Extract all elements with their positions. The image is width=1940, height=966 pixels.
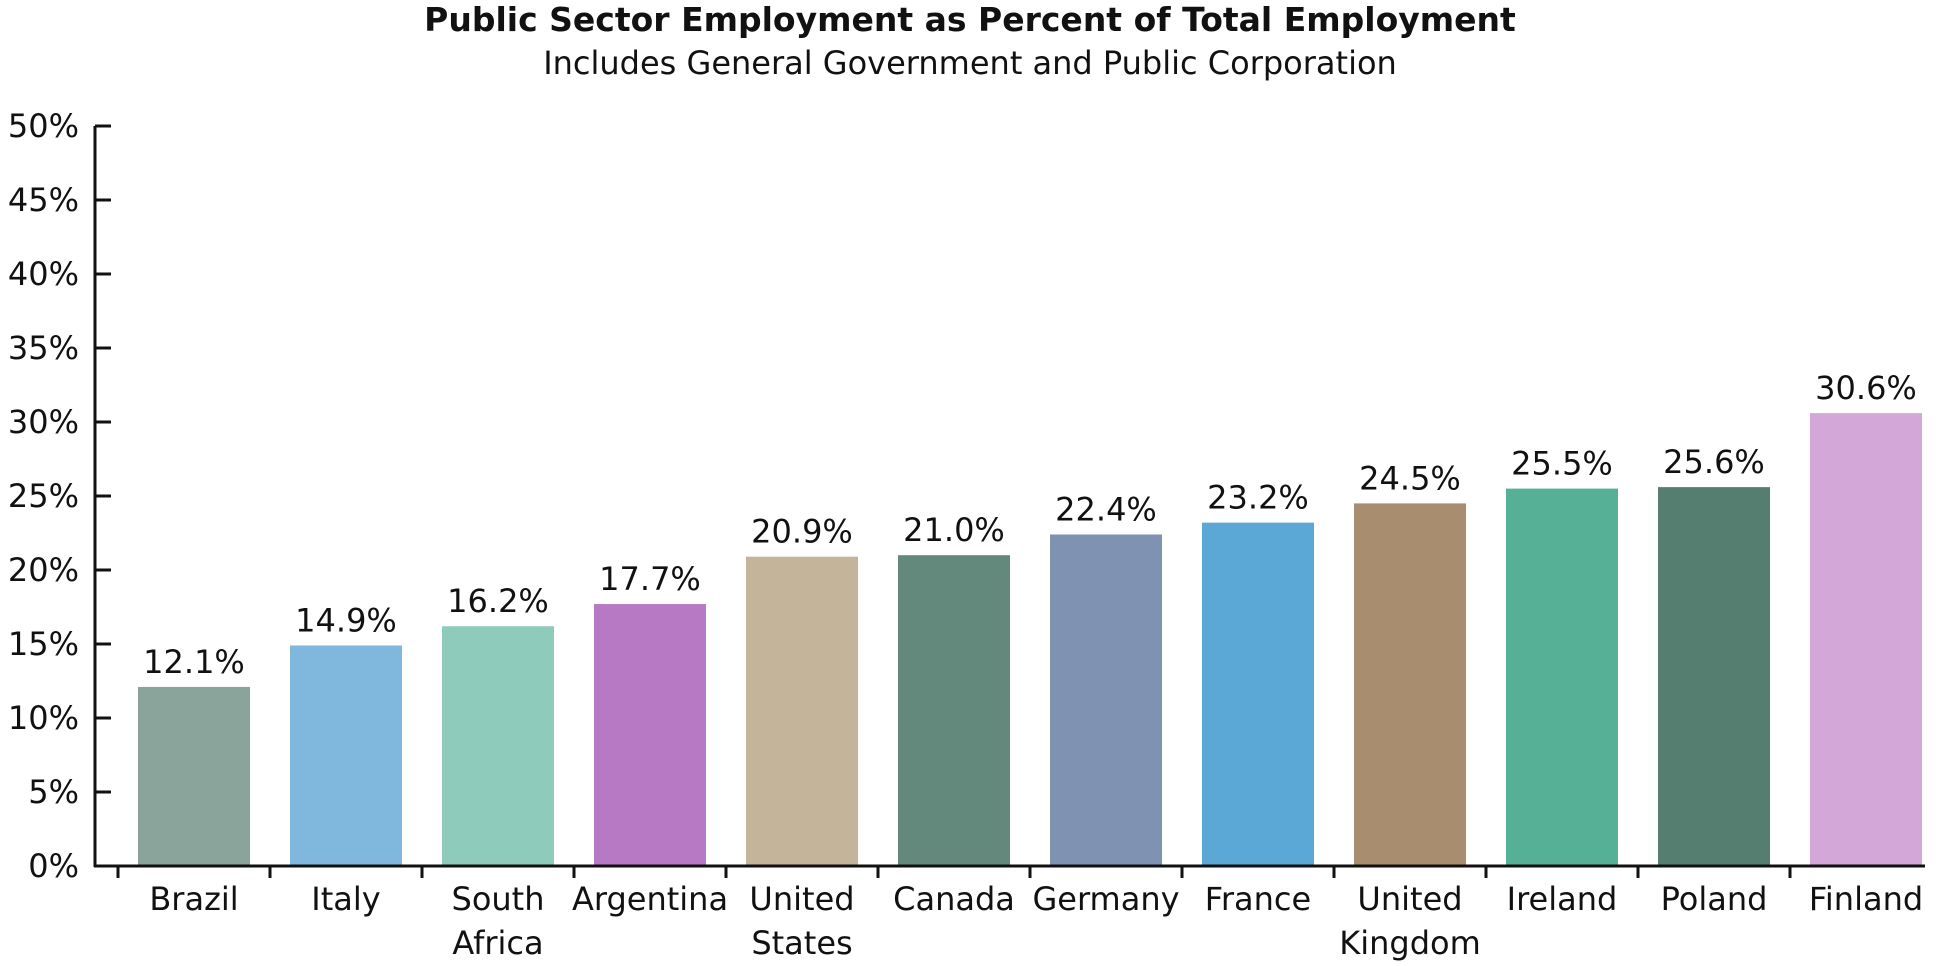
data-label: 17.7% xyxy=(599,560,701,598)
data-label: 25.5% xyxy=(1511,445,1613,483)
data-label: 30.6% xyxy=(1815,369,1917,407)
labels-group: 12.1% Brazil 14.9% Italy 16.2% South Africa 17.… xyxy=(143,369,1923,962)
chart-title: Public Sector Employment as Percent of T… xyxy=(424,0,1516,39)
category-label: Finland xyxy=(1809,880,1923,918)
bar xyxy=(1202,522,1314,866)
category-label: Poland xyxy=(1661,880,1768,918)
bar xyxy=(290,645,402,866)
bar xyxy=(898,555,1010,866)
category-label: Germany xyxy=(1032,880,1179,918)
bars-group xyxy=(138,413,1922,866)
data-label: 25.6% xyxy=(1663,443,1765,481)
category-label: Ireland xyxy=(1507,880,1618,918)
data-label: 23.2% xyxy=(1207,479,1309,517)
bar xyxy=(746,556,858,866)
bar xyxy=(138,686,250,866)
axes-group: 0% 5% 10% 15% 20% 25% 30% 35% 40% 45% 50% xyxy=(8,107,1925,885)
y-tick-label: 20% xyxy=(8,551,79,589)
chart-subtitle: Includes General Government and Public C… xyxy=(543,44,1397,82)
category-label: South xyxy=(452,880,545,918)
y-tick-label: 0% xyxy=(28,847,79,885)
category-label: Canada xyxy=(893,880,1015,918)
category-label: Brazil xyxy=(149,880,238,918)
bar xyxy=(442,626,554,866)
category-label: Africa xyxy=(452,924,543,962)
bar xyxy=(1658,487,1770,866)
bar xyxy=(1810,413,1922,866)
y-tick-label: 35% xyxy=(8,329,79,367)
category-label: France xyxy=(1205,880,1311,918)
y-tick-label: 30% xyxy=(8,403,79,441)
y-tick-label: 45% xyxy=(8,181,79,219)
y-tick-label: 25% xyxy=(8,477,79,515)
y-tick-label: 50% xyxy=(8,107,79,145)
data-label: 14.9% xyxy=(295,601,397,639)
category-label: United xyxy=(1357,880,1462,918)
data-label: 22.4% xyxy=(1055,490,1157,528)
data-label: 24.5% xyxy=(1359,459,1461,497)
bar xyxy=(1050,534,1162,866)
bar xyxy=(1506,488,1618,866)
y-tick-label: 10% xyxy=(8,699,79,737)
category-label: United xyxy=(749,880,854,918)
data-label: 20.9% xyxy=(751,513,853,551)
y-tick-label: 15% xyxy=(8,625,79,663)
category-label: Italy xyxy=(311,880,380,918)
category-label: States xyxy=(751,924,852,962)
category-label: Kingdom xyxy=(1339,924,1481,962)
bar xyxy=(1354,503,1466,866)
category-label: Argentina xyxy=(572,880,728,918)
y-tick-label: 5% xyxy=(28,773,79,811)
y-tick-label: 40% xyxy=(8,255,79,293)
bar xyxy=(594,604,706,866)
data-label: 12.1% xyxy=(143,643,245,681)
data-label: 21.0% xyxy=(903,511,1005,549)
data-label: 16.2% xyxy=(447,582,549,620)
